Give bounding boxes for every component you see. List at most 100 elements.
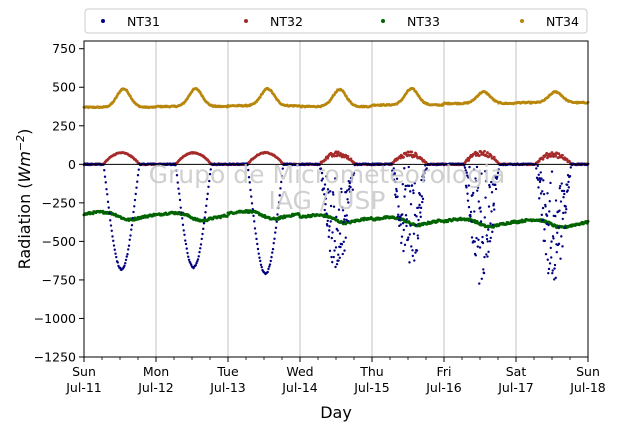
point-nt31: [541, 190, 544, 193]
point-nt31: [352, 173, 355, 177]
point-nt31: [487, 228, 490, 231]
point-nt31: [481, 235, 484, 239]
point-nt31: [272, 241, 275, 245]
point-nt31: [198, 250, 201, 254]
point-nt31: [103, 175, 107, 178]
point-nt31: [329, 220, 332, 223]
point-nt31: [333, 249, 336, 252]
point-nt31: [346, 189, 349, 192]
point-nt31: [497, 168, 500, 171]
point-nt31: [346, 198, 349, 201]
point-nt31: [473, 240, 476, 243]
point-nt31: [474, 177, 477, 180]
point-nt31: [126, 253, 129, 256]
point-nt31: [471, 193, 474, 197]
point-nt31: [397, 205, 400, 208]
point-nt31: [339, 245, 342, 249]
point-nt31: [259, 263, 263, 267]
series-points: [82, 86, 590, 285]
point-nt31: [487, 250, 490, 254]
point-nt31: [270, 255, 273, 259]
point-nt31: [177, 187, 180, 190]
point-nt31: [110, 229, 113, 232]
point-nt31: [403, 167, 406, 170]
point-nt31: [334, 177, 337, 180]
point-nt31: [190, 263, 193, 267]
point-nt31: [408, 233, 411, 236]
point-nt31: [563, 192, 566, 196]
point-nt32: [492, 155, 496, 159]
point-nt31: [474, 254, 477, 257]
point-nt31: [399, 215, 402, 219]
point-nt31: [486, 240, 489, 243]
point-nt31: [175, 173, 179, 177]
point-nt31: [425, 167, 428, 170]
point-nt31: [396, 215, 399, 218]
point-nt31: [554, 199, 558, 202]
point-nt31: [266, 270, 269, 274]
point-nt31: [181, 217, 184, 220]
point-nt31: [247, 176, 251, 179]
point-nt31: [478, 282, 481, 285]
point-nt32: [349, 157, 353, 161]
point-nt31: [496, 175, 499, 179]
point-nt31: [419, 206, 423, 210]
point-nt31: [348, 181, 351, 185]
point-nt31: [323, 193, 326, 196]
point-nt31: [414, 223, 417, 227]
point-nt31: [476, 189, 479, 192]
point-nt32: [554, 154, 558, 158]
point-nt31: [345, 214, 348, 217]
point-nt31: [134, 192, 137, 196]
point-nt31: [555, 250, 558, 254]
point-nt31: [344, 190, 348, 194]
point-nt31: [559, 184, 562, 188]
point-nt32: [541, 157, 545, 161]
point-nt31: [401, 213, 404, 216]
x-tick-label-date: Jul-17: [497, 380, 534, 395]
point-nt31: [561, 245, 564, 248]
point-nt31: [566, 183, 569, 187]
x-tick-label-date: Jul-18: [569, 380, 606, 395]
point-nt31: [195, 261, 198, 265]
point-nt31: [277, 206, 280, 210]
point-nt31: [487, 205, 491, 208]
point-nt31: [490, 191, 494, 194]
point-nt31: [567, 186, 570, 189]
point-nt31: [332, 255, 335, 259]
point-nt31: [321, 177, 324, 180]
point-nt31: [469, 215, 472, 218]
x-tick-label-day: Sat: [506, 364, 527, 379]
point-nt31: [332, 205, 336, 208]
point-nt31: [494, 183, 497, 187]
point-nt31: [268, 263, 272, 266]
point-nt31: [547, 271, 550, 275]
point-nt31: [259, 259, 262, 263]
y-tick-label: 750: [52, 41, 76, 56]
point-nt31: [421, 200, 424, 204]
point-nt31: [131, 216, 134, 220]
point-nt31: [479, 210, 482, 213]
point-nt31: [338, 232, 342, 235]
point-nt31: [556, 231, 559, 234]
point-nt31: [560, 235, 563, 238]
point-nt31: [127, 244, 131, 247]
point-nt31: [128, 238, 131, 242]
point-nt31: [490, 180, 493, 184]
point-nt31: [208, 172, 212, 176]
point-nt31: [103, 169, 106, 172]
point-nt31: [206, 192, 209, 196]
point-nt31: [347, 179, 350, 183]
point-nt31: [181, 223, 185, 227]
x-tick-label-day: Sun: [576, 364, 600, 379]
point-nt31: [405, 218, 408, 221]
point-nt31: [341, 206, 344, 209]
point-nt31: [207, 185, 210, 189]
point-nt31: [477, 238, 480, 241]
point-nt31: [537, 173, 540, 176]
point-nt31: [276, 213, 279, 216]
point-nt32: [333, 154, 336, 158]
point-nt31: [482, 268, 485, 271]
point-nt31: [340, 190, 343, 194]
